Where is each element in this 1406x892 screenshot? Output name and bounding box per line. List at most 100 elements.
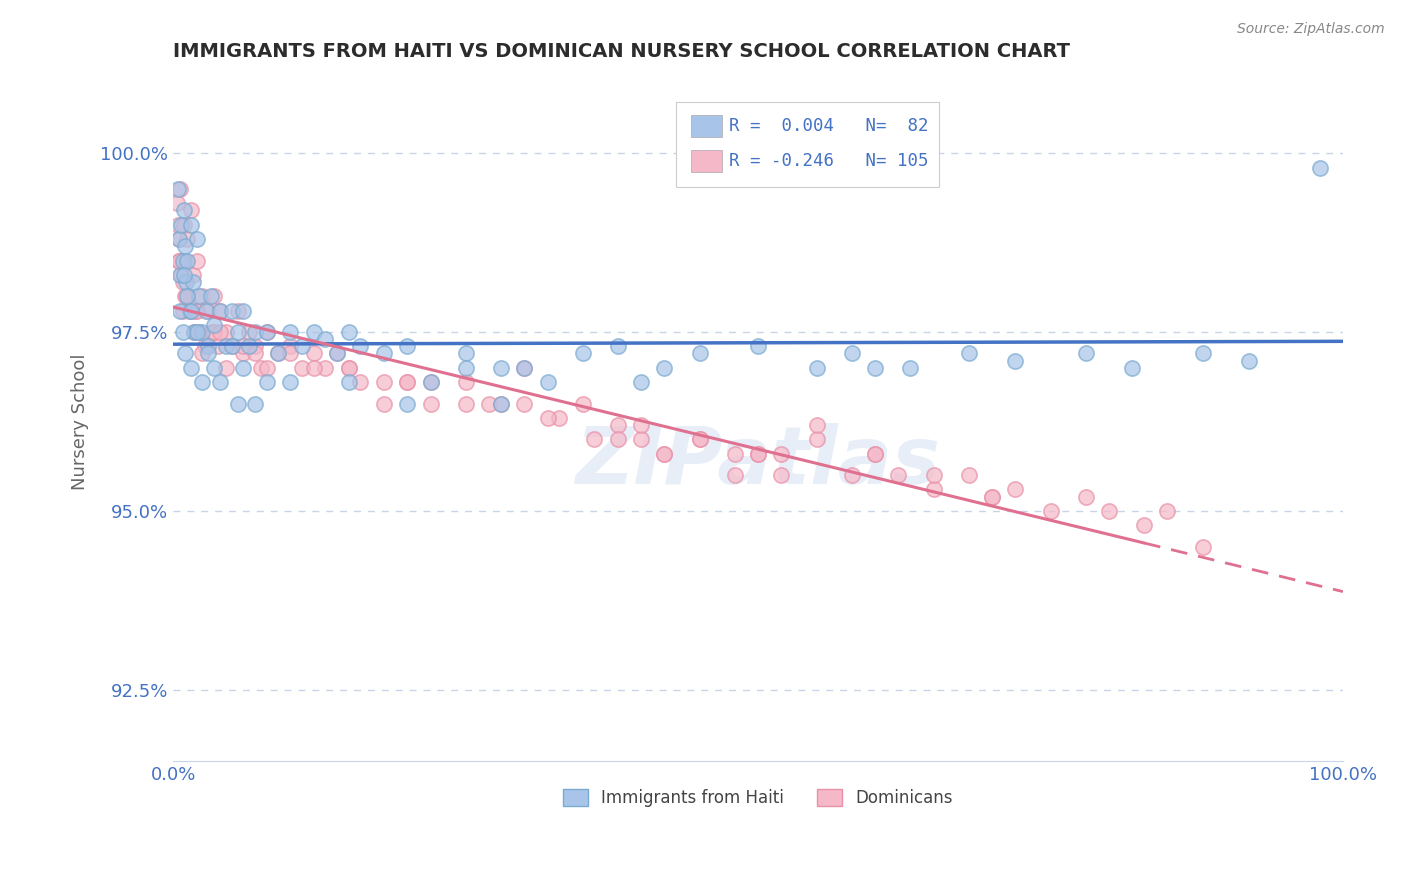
Point <box>922 468 945 483</box>
Point <box>197 339 219 353</box>
Point <box>606 417 628 432</box>
Point <box>630 417 652 432</box>
Point <box>267 346 290 360</box>
Point <box>172 253 194 268</box>
Point <box>770 447 793 461</box>
Point <box>419 375 441 389</box>
FancyBboxPatch shape <box>676 103 939 187</box>
Point <box>513 360 536 375</box>
Point <box>170 253 193 268</box>
Point <box>232 303 254 318</box>
Point <box>256 360 278 375</box>
Point <box>180 360 202 375</box>
Point <box>207 339 229 353</box>
Point <box>1309 161 1331 175</box>
Point <box>1074 490 1097 504</box>
Point <box>291 360 314 375</box>
Point <box>654 447 676 461</box>
Point <box>173 268 195 282</box>
Point <box>176 289 198 303</box>
Point <box>238 339 260 353</box>
Point <box>489 396 512 410</box>
Point <box>1074 346 1097 360</box>
Point <box>215 360 238 375</box>
Point <box>172 275 194 289</box>
Point <box>174 289 197 303</box>
Point <box>278 346 301 360</box>
Point <box>191 289 214 303</box>
Point <box>172 325 194 339</box>
Point <box>630 432 652 446</box>
Point <box>221 339 243 353</box>
Point <box>1239 353 1261 368</box>
Point <box>183 325 205 339</box>
Point <box>571 346 593 360</box>
Point <box>186 253 208 268</box>
Point <box>202 289 225 303</box>
Point <box>337 360 360 375</box>
Point <box>167 218 190 232</box>
Point <box>689 346 711 360</box>
Point <box>724 447 747 461</box>
Point <box>180 203 202 218</box>
Point <box>1098 504 1121 518</box>
Point <box>863 360 886 375</box>
Point <box>256 325 278 339</box>
Point <box>187 289 209 303</box>
Point <box>256 325 278 339</box>
Point <box>186 232 208 246</box>
Point <box>278 375 301 389</box>
Point <box>167 253 190 268</box>
Point <box>454 375 477 389</box>
Point <box>291 339 314 353</box>
Point <box>184 303 207 318</box>
Point <box>232 360 254 375</box>
Point <box>536 375 558 389</box>
Point <box>197 346 219 360</box>
Point <box>180 218 202 232</box>
Point <box>278 325 301 339</box>
Point <box>215 325 238 339</box>
Point <box>243 396 266 410</box>
Point <box>314 360 336 375</box>
Point <box>202 360 225 375</box>
Point <box>191 375 214 389</box>
Text: R = -0.246   N= 105: R = -0.246 N= 105 <box>728 153 928 170</box>
Point <box>267 346 290 360</box>
Point <box>208 303 231 318</box>
Point <box>957 468 980 483</box>
Point <box>606 339 628 353</box>
Point <box>806 432 828 446</box>
Point <box>278 339 301 353</box>
Point <box>373 396 395 410</box>
Point <box>173 203 195 218</box>
Point <box>349 339 371 353</box>
Point <box>226 396 249 410</box>
Point <box>232 346 254 360</box>
Point <box>571 396 593 410</box>
Point <box>1039 504 1062 518</box>
Point <box>724 468 747 483</box>
Point <box>169 182 191 196</box>
Point <box>922 483 945 497</box>
Point <box>373 346 395 360</box>
Text: Source: ZipAtlas.com: Source: ZipAtlas.com <box>1237 22 1385 37</box>
Point <box>1191 346 1213 360</box>
Point <box>243 339 266 353</box>
Point <box>176 289 198 303</box>
Point <box>454 396 477 410</box>
Point <box>454 346 477 360</box>
Point <box>173 218 195 232</box>
Point <box>221 339 243 353</box>
Point <box>863 447 886 461</box>
Point <box>186 303 208 318</box>
Point <box>243 346 266 360</box>
Point <box>689 432 711 446</box>
Point <box>208 375 231 389</box>
Point <box>174 346 197 360</box>
Point <box>396 396 419 410</box>
Point <box>887 468 910 483</box>
Point <box>396 375 419 389</box>
Point <box>337 325 360 339</box>
Point <box>489 360 512 375</box>
